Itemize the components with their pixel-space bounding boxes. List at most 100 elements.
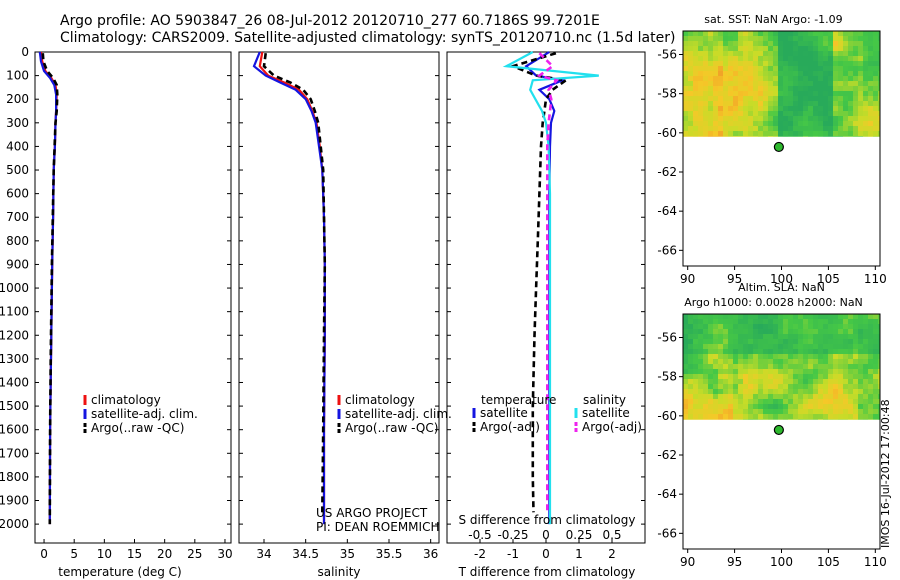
heatmap-cell [863, 86, 868, 91]
heatmap-cell [813, 121, 818, 126]
heatmap-cell [738, 121, 743, 126]
x-tick-label: 90 [680, 272, 695, 286]
heatmap-cell [698, 96, 703, 101]
heatmap-cell [758, 339, 763, 344]
heatmap-cell [843, 354, 848, 359]
heatmap-cell [848, 374, 853, 379]
heatmap-cell [783, 101, 788, 106]
heatmap-cell [853, 116, 858, 121]
heatmap-cell [848, 314, 853, 319]
heatmap-cell [828, 71, 833, 76]
heatmap-cell [843, 76, 848, 81]
heatmap-cell [683, 111, 688, 116]
heatmap-cell [708, 76, 713, 81]
heatmap-cell [848, 71, 853, 76]
heatmap-cell [873, 389, 878, 394]
heatmap-cell [873, 106, 878, 111]
heatmap-cell [838, 399, 843, 404]
heatmap-cell [743, 91, 748, 96]
heatmap-cell [848, 126, 853, 131]
heatmap-cell [738, 354, 743, 359]
heatmap-cell [853, 344, 858, 349]
heatmap-cell [713, 81, 718, 86]
heatmap-cell [713, 399, 718, 404]
heatmap-cell [778, 71, 783, 76]
heatmap-cell [718, 369, 723, 374]
heatmap-cell [828, 76, 833, 81]
heatmap-cell [838, 126, 843, 131]
heatmap-cell [803, 96, 808, 101]
heatmap-cell [713, 394, 718, 399]
heatmap-cell [818, 384, 823, 389]
heatmap-cell [878, 389, 880, 394]
heatmap-cell [748, 91, 753, 96]
heatmap-cell [868, 369, 873, 374]
heatmap-cell [728, 136, 733, 137]
heatmap-cell [853, 339, 858, 344]
heatmap-cell [803, 66, 808, 71]
heatmap-cell [728, 121, 733, 126]
heatmap-cell [788, 339, 793, 344]
heatmap-cell [858, 31, 863, 36]
heatmap-cell [718, 379, 723, 384]
heatmap-cell [833, 389, 838, 394]
heatmap-cell [718, 364, 723, 369]
heatmap-cell [738, 131, 743, 136]
heatmap-cell [818, 344, 823, 349]
heatmap-cell [748, 319, 753, 324]
heatmap-cell [838, 41, 843, 46]
heatmap-cell [703, 359, 708, 364]
heatmap-cell [813, 101, 818, 106]
heatmap-cell [813, 379, 818, 384]
s-tick-label: 0 [542, 528, 550, 542]
heatmap-cell [793, 374, 798, 379]
heatmap-cell [853, 399, 858, 404]
heatmap-cell [868, 71, 873, 76]
heatmap-cell [823, 404, 828, 409]
heatmap-cell [753, 349, 758, 354]
heatmap-cell [683, 389, 688, 394]
heatmap-cell [873, 414, 878, 419]
heatmap-cell [743, 36, 748, 41]
heatmap-cell [818, 404, 823, 409]
heatmap-cell [803, 384, 808, 389]
heatmap-cell [808, 56, 813, 61]
heatmap-cell [773, 369, 778, 374]
heatmap-cell [788, 394, 793, 399]
heatmap-cell [868, 91, 873, 96]
heatmap-cell [768, 121, 773, 126]
heatmap-cell [718, 111, 723, 116]
heatmap-cell [788, 86, 793, 91]
heatmap-cell [808, 116, 813, 121]
heatmap-cell [788, 359, 793, 364]
heatmap-cell [798, 86, 803, 91]
heatmap-cell [768, 329, 773, 334]
heatmap-cell [833, 324, 838, 329]
heatmap-cell [823, 81, 828, 86]
heatmap-cell [728, 96, 733, 101]
heatmap-cell [843, 61, 848, 66]
heatmap-cell [828, 314, 833, 319]
heatmap-cell [748, 36, 753, 41]
y-tick-label: 1400 [0, 375, 29, 389]
heatmap-cell [738, 66, 743, 71]
heatmap-cell [758, 36, 763, 41]
heatmap-cell [748, 56, 753, 61]
heatmap-cell [743, 126, 748, 131]
heatmap-cell [743, 31, 748, 36]
heatmap-cell [728, 329, 733, 334]
heatmap-cell [868, 409, 873, 414]
heatmap-cell [768, 116, 773, 121]
y-tick-label: 1700 [0, 446, 29, 460]
heatmap-cell [758, 364, 763, 369]
heatmap-cell [698, 339, 703, 344]
heatmap-cell [703, 71, 708, 76]
heatmap-cell [778, 359, 783, 364]
heatmap-cell [728, 319, 733, 324]
heatmap-cell [743, 419, 748, 420]
heatmap-cell [813, 111, 818, 116]
heatmap-cell [768, 419, 773, 420]
heatmap-cell [868, 31, 873, 36]
heatmap-cell [708, 36, 713, 41]
heatmap-cell [758, 91, 763, 96]
